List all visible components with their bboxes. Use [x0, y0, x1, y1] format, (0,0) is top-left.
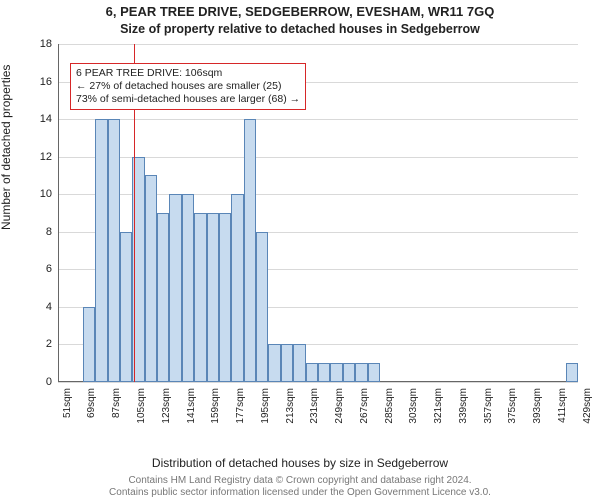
footer-line-2: Contains public sector information licen…	[0, 487, 600, 499]
y-tick-label: 0	[30, 376, 52, 388]
y-tick-label: 2	[30, 338, 52, 350]
histogram-bar	[566, 363, 578, 382]
x-tick-label: 303sqm	[408, 388, 419, 424]
histogram-bar	[182, 194, 194, 382]
x-tick-label: 231sqm	[309, 388, 320, 424]
footer-line-1: Contains HM Land Registry data © Crown c…	[0, 475, 600, 487]
annotation-box: 6 PEAR TREE DRIVE: 106sqm← 27% of detach…	[70, 63, 306, 110]
histogram-bar	[281, 344, 293, 382]
x-tick-label: 375sqm	[507, 388, 518, 424]
y-tick-label: 8	[30, 226, 52, 238]
histogram-bar	[120, 232, 132, 382]
x-tick-label: 87sqm	[111, 388, 122, 418]
x-tick-label: 285sqm	[384, 388, 395, 424]
histogram-bar	[256, 232, 268, 382]
histogram-bar	[293, 344, 305, 382]
page-title: 6, PEAR TREE DRIVE, SEDGEBERROW, EVESHAM…	[0, 4, 600, 19]
x-tick-label: 249sqm	[334, 388, 345, 424]
histogram-bar	[157, 213, 169, 382]
histogram-bar	[145, 175, 157, 382]
y-axis-label: Number of detached properties	[0, 65, 13, 230]
histogram-bar	[83, 307, 95, 382]
x-tick-label: 411sqm	[557, 388, 568, 423]
x-tick-label: 339sqm	[458, 388, 469, 424]
histogram-bar	[108, 119, 120, 382]
annotation-line: ← 27% of detached houses are smaller (25…	[76, 80, 300, 93]
histogram-bar	[244, 119, 256, 382]
histogram-bar	[355, 363, 367, 382]
histogram-bar	[231, 194, 243, 382]
annotation-line: 6 PEAR TREE DRIVE: 106sqm	[76, 67, 300, 80]
x-tick-label: 141sqm	[186, 388, 197, 424]
histogram-bar	[194, 213, 206, 382]
y-tick-label: 18	[30, 38, 52, 50]
x-tick-label: 321sqm	[433, 388, 444, 424]
gridline	[58, 119, 578, 120]
histogram-bar	[318, 363, 330, 382]
x-tick-label: 195sqm	[260, 388, 271, 424]
footer-attribution: Contains HM Land Registry data © Crown c…	[0, 475, 600, 498]
y-tick-label: 16	[30, 76, 52, 88]
x-tick-label: 51sqm	[62, 388, 73, 418]
x-tick-label: 393sqm	[532, 388, 543, 424]
histogram-bar	[330, 363, 342, 382]
gridline	[58, 382, 578, 383]
annotation-line: 73% of semi-detached houses are larger (…	[76, 93, 300, 106]
x-tick-label: 213sqm	[285, 388, 296, 424]
y-axis-line	[58, 44, 59, 382]
x-axis-label: Distribution of detached houses by size …	[0, 456, 600, 470]
chart-plot-area: 02468101214161851sqm69sqm87sqm105sqm123s…	[58, 44, 578, 382]
histogram-bar	[207, 213, 219, 382]
x-tick-label: 123sqm	[161, 388, 172, 424]
histogram-bar	[368, 363, 380, 382]
x-tick-label: 69sqm	[86, 388, 97, 418]
x-tick-label: 357sqm	[483, 388, 494, 424]
histogram-bar	[268, 344, 280, 382]
x-tick-label: 159sqm	[210, 388, 221, 424]
y-tick-label: 14	[30, 113, 52, 125]
y-tick-label: 6	[30, 263, 52, 275]
histogram-bar	[306, 363, 318, 382]
chart-subtitle: Size of property relative to detached ho…	[0, 22, 600, 36]
y-tick-label: 10	[30, 188, 52, 200]
y-tick-label: 4	[30, 301, 52, 313]
histogram-bar	[169, 194, 181, 382]
y-tick-label: 12	[30, 151, 52, 163]
histogram-bar	[95, 119, 107, 382]
histogram-bar	[219, 213, 231, 382]
histogram-bar	[343, 363, 355, 382]
gridline	[58, 44, 578, 45]
x-tick-label: 105sqm	[136, 388, 147, 424]
x-tick-label: 177sqm	[235, 388, 246, 424]
x-tick-label: 429sqm	[582, 388, 593, 424]
x-tick-label: 267sqm	[359, 388, 370, 424]
